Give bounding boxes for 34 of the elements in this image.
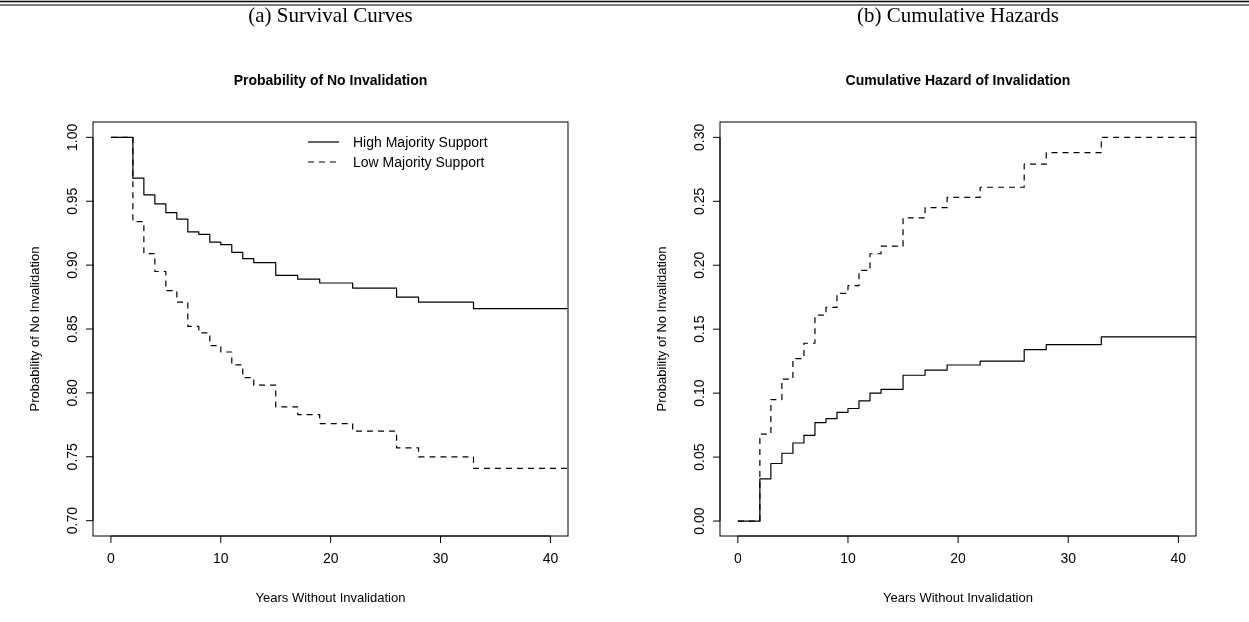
y-tick-label: 0.00 xyxy=(691,507,707,535)
x-tick-label: 0 xyxy=(107,550,116,566)
x-tick-label: 20 xyxy=(950,550,967,566)
y-tick-label: 0.95 xyxy=(64,187,80,215)
y-tick-label: 0.10 xyxy=(691,379,707,407)
y-axis-title: Probability of No Invalidation xyxy=(27,246,42,412)
legend-label: Low Majority Support xyxy=(353,154,485,170)
chart-subtitle: Probability of No Invalidation xyxy=(233,72,428,88)
x-tick-label: 30 xyxy=(1060,550,1077,566)
y-tick-label: 0.15 xyxy=(691,315,707,343)
x-axis-title: Years Without Invalidation xyxy=(883,590,1033,605)
x-tick-label: 40 xyxy=(1170,550,1187,566)
x-tick-label: 10 xyxy=(213,550,229,566)
y-tick-label: 0.25 xyxy=(691,187,707,215)
y-tick-label: 0.90 xyxy=(64,251,80,279)
chart-title: (a) Survival Curves xyxy=(248,3,413,27)
y-tick-label: 0.75 xyxy=(64,442,80,471)
x-axis-title: Years Without Invalidation xyxy=(255,590,406,605)
y-tick-label: 0.85 xyxy=(64,315,80,343)
y-tick-label: 0.05 xyxy=(691,443,707,471)
x-tick-label: 40 xyxy=(542,550,559,566)
x-tick-label: 10 xyxy=(840,550,856,566)
y-tick-label: 0.30 xyxy=(691,123,707,151)
chart-title: (b) Cumulative Hazards xyxy=(857,3,1059,27)
chart-subtitle: Cumulative Hazard of Invalidation xyxy=(845,72,1071,88)
y-axis-title: Probability of No Invalidation xyxy=(654,246,669,412)
x-tick-label: 30 xyxy=(432,550,449,566)
y-tick-label: 0.80 xyxy=(64,379,80,407)
y-tick-label: 0.20 xyxy=(691,251,707,279)
x-tick-label: 20 xyxy=(322,550,339,566)
y-tick-label: 1.00 xyxy=(64,123,80,151)
legend-label: High Majority Support xyxy=(353,134,488,150)
x-tick-label: 0 xyxy=(733,550,742,566)
y-tick-label: 0.70 xyxy=(64,506,80,535)
